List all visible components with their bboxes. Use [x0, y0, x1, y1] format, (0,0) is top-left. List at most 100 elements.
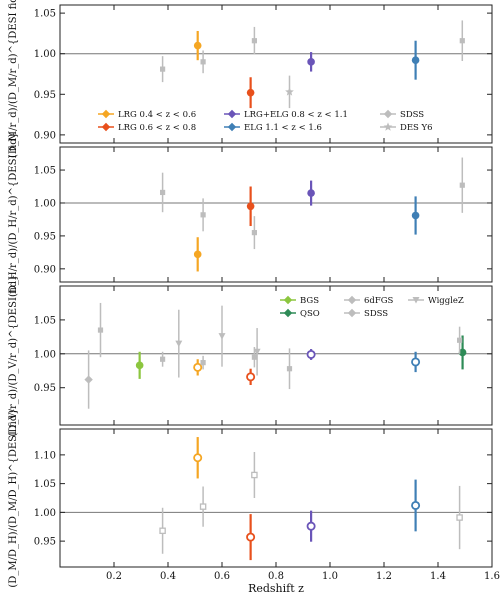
legend-panel-1: LRG 0.4 < z < 0.6 LRG+ELG 0.8 < z < 1.1 SD… [98, 109, 433, 133]
series-lrgelg [307, 180, 315, 206]
series-external [160, 20, 465, 83]
marker-open-circle [193, 453, 203, 463]
series-bgs [135, 351, 144, 379]
marker-diamond [227, 109, 237, 119]
series-elg [411, 40, 420, 80]
series-lrgelg [306, 349, 316, 360]
legend-label: WiggleZ [428, 296, 464, 306]
marker-diamond [101, 109, 111, 119]
marker-diamond [347, 308, 357, 318]
marker-diamond [101, 122, 111, 132]
panel-3: 0.95 1.00 1.05 (D_V/r_d)/(D_V/r_d)^{DESI fi… [8, 274, 493, 437]
marker-square [459, 182, 465, 188]
x-tick-label: 1.6 [484, 571, 500, 582]
marker-diamond [283, 295, 293, 305]
series-external [159, 452, 463, 554]
marker-circle [458, 348, 467, 357]
series-lrg2 [246, 77, 255, 109]
marker-square [200, 212, 206, 218]
y-tick-label: 1.05 [34, 479, 56, 490]
legend-label: ELG 1.1 < z < 1.6 [244, 123, 322, 133]
marker-circle [135, 361, 144, 370]
marker-square [199, 503, 207, 510]
series-elg [411, 196, 420, 235]
legend-label: SDSS [400, 110, 424, 120]
y-axis-label: (D_M/r_d)/(D_M/r_d)^{DESI fid} [8, 0, 19, 158]
plot-frame [59, 146, 493, 283]
marker-diamond [347, 295, 357, 305]
x-axis-label: Redshift z [248, 582, 304, 595]
marker-circle [246, 88, 255, 97]
marker-triangle [218, 333, 226, 340]
marker-square [251, 354, 257, 360]
marker-circle [246, 202, 255, 211]
y-tick-label: 1.10 [34, 450, 56, 461]
marker-square [200, 59, 206, 65]
legend-label: LRG+ELG 0.8 < z < 1.1 [244, 110, 348, 120]
series-lrg1 [193, 359, 203, 376]
marker-square [97, 327, 104, 333]
marker-square [456, 514, 463, 521]
series-elg [411, 351, 421, 373]
y-tick-label: 1.05 [34, 315, 56, 326]
series-lrg1 [193, 30, 202, 61]
y-tick-label: 1.00 [34, 508, 56, 519]
series-lrgelg [307, 52, 315, 72]
marker-diamond [383, 109, 393, 119]
marker-circle [193, 250, 202, 259]
marker-square [251, 230, 257, 236]
marker-circle [411, 56, 420, 64]
marker-square [251, 471, 258, 479]
x-tick-label: 0.2 [106, 571, 122, 582]
marker-open-circle [246, 372, 256, 382]
series-lrg2 [246, 514, 256, 561]
marker-square [286, 366, 293, 372]
marker-open-circle [306, 521, 316, 531]
marker-star [285, 87, 294, 96]
panel-1: 0.90 0.95 1.00 1.05 (D_M/r_d)/(D_M/r_d)^{DES… [8, 0, 493, 158]
x-tick-label: 1.2 [376, 571, 392, 582]
marker-open-circle [306, 349, 316, 359]
legend-panel-3: BGS 6dFGS WiggleZ QSO SDSS [280, 295, 464, 319]
series-external [97, 302, 463, 390]
plot-frame [59, 428, 493, 568]
legend-label: SDSS [364, 309, 388, 319]
series-elg [411, 479, 421, 532]
y-tick-label: 0.95 [34, 537, 56, 548]
panel-4: 0.95 1.00 1.05 1.10 0.2 0.4 0.6 0.8 1.0 1.2 1.4 1.6… [8, 408, 500, 587]
marker-circle [307, 58, 315, 66]
marker-open-circle [411, 500, 421, 510]
marker-circle [193, 41, 202, 50]
y-axis-label: (D_H/r_d)/(D_H/r_d)^{DESI fid} [8, 132, 19, 297]
plot-frame [59, 285, 493, 426]
series-lrg2 [246, 368, 256, 385]
marker-square [160, 356, 166, 362]
series-external [84, 350, 93, 409]
y-tick-label: 1.00 [34, 349, 56, 360]
y-tick-label: 0.95 [34, 383, 56, 394]
legend-label: LRG 0.4 < z < 0.6 [118, 110, 196, 120]
y-axis-label: (D_V/r_d)/(D_V/r_d)^{DESI fid} [8, 274, 19, 436]
marker-circle [411, 211, 420, 220]
x-tick-label: 0.4 [160, 571, 176, 582]
marker-open-circle [246, 532, 256, 542]
y-tick-label: 0.95 [34, 231, 56, 242]
marker-square [459, 38, 465, 44]
y-tick-label: 1.05 [34, 166, 56, 177]
panel-2: 0.90 0.95 1.00 1.05 (D_H/r_d)/(D_H/r_d)^{DES… [8, 132, 493, 297]
legend-label: LRG 0.6 < z < 0.8 [118, 123, 196, 133]
x-tick-label: 0.6 [214, 571, 230, 582]
marker-triangle [175, 340, 183, 348]
marker-square [160, 66, 166, 72]
series-lrg2 [246, 186, 255, 227]
marker-diamond [227, 122, 237, 132]
y-axis-label: (D_M/D_H)/(D_M/D_H)^{DESI fid} [8, 408, 19, 587]
x-tick-label: 1.0 [322, 571, 338, 582]
legend-label: BGS [300, 296, 319, 306]
series-qso [458, 335, 467, 370]
marker-star [383, 122, 393, 131]
series-external [175, 305, 261, 378]
legend-label: QSO [300, 309, 320, 319]
y-tick-label: 0.90 [34, 264, 56, 275]
marker-square [160, 189, 166, 196]
